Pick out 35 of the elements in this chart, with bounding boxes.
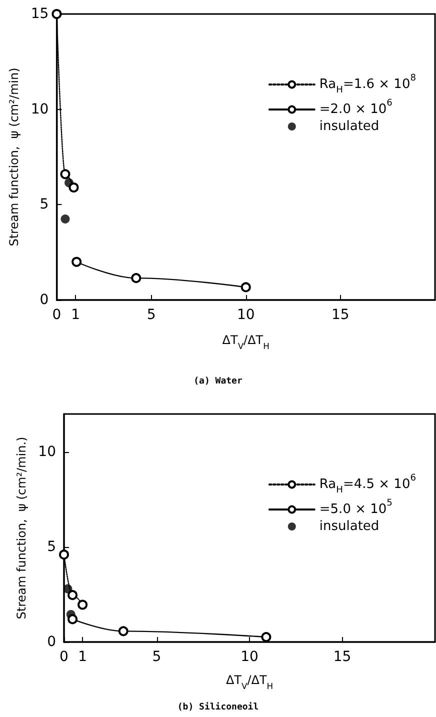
y-axis-title: Stream function, ψ (cm²/min.) — [14, 436, 28, 620]
x-tick-label: 5 — [146, 307, 156, 323]
y-tick-label: 5 — [47, 539, 56, 555]
y-tick-label: 0 — [47, 634, 56, 650]
text: (b) Siliconeoil — [177, 702, 259, 712]
y-axis-title: Stream function, ψ (cm²/min) — [7, 68, 21, 246]
legend-label: insulated — [319, 119, 380, 134]
x-tick-label: 10 — [240, 649, 258, 665]
y-tick-label: 10 — [38, 444, 56, 460]
point — [240, 282, 251, 292]
point — [60, 169, 70, 180]
point — [78, 600, 88, 610]
point — [52, 9, 62, 19]
point — [68, 614, 78, 624]
x-tick-label: 1 — [78, 649, 88, 665]
x-tick-label: 10 — [236, 307, 255, 323]
x-tick-label: 0 — [60, 649, 68, 665]
point — [261, 632, 272, 642]
y-tick-label: 10 — [30, 101, 49, 118]
y-tick-label: 0 — [40, 292, 49, 308]
x-tick-label: 5 — [152, 649, 162, 665]
legend-label: insulated — [319, 519, 380, 534]
point — [59, 550, 69, 560]
x-tick-label: 15 — [332, 307, 350, 323]
text: (a) Water — [194, 376, 243, 386]
point — [68, 182, 79, 193]
point — [131, 273, 142, 284]
point — [60, 214, 70, 224]
x-tick-label: 1 — [71, 307, 80, 323]
point — [68, 590, 78, 600]
y-tick-label: 5 — [40, 196, 49, 213]
x-tick-label: 15 — [333, 649, 352, 665]
point — [118, 626, 128, 636]
y-tick-label: 15 — [30, 6, 49, 22]
point — [72, 256, 82, 267]
